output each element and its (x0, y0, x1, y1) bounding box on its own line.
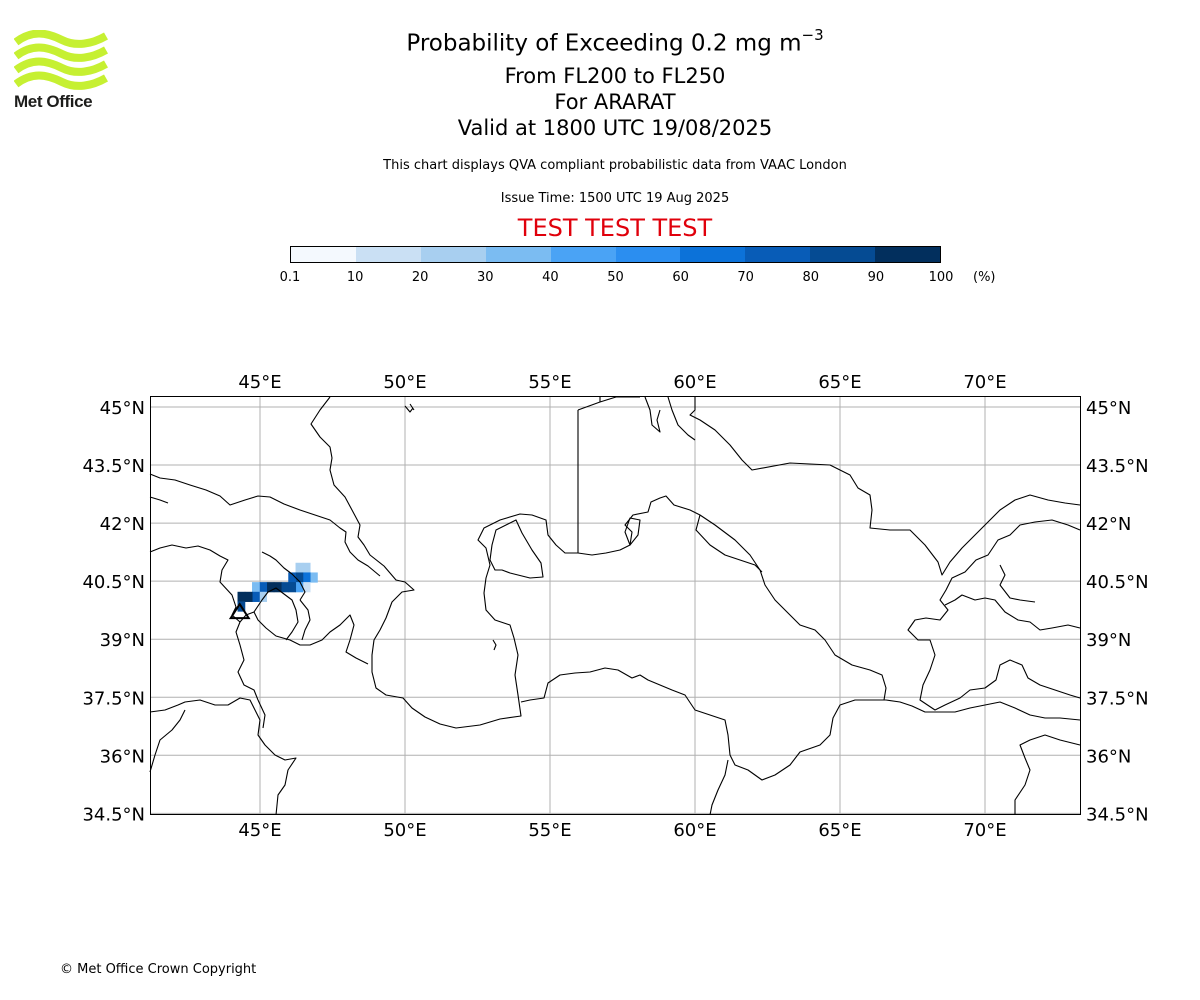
right-latitude-label: 40.5°N (1086, 572, 1149, 593)
ash-probability-cell (288, 582, 297, 593)
left-latitude-label: 39°N (100, 630, 145, 651)
right-latitude-label: 39°N (1086, 630, 1131, 651)
top-longitude-label: 65°E (818, 372, 861, 393)
right-latitude-label: 37.5°N (1086, 688, 1149, 709)
bottom-longitude-label: 45°E (238, 820, 281, 841)
colorbar-tick-label: 90 (867, 270, 885, 285)
right-latitude-label: 36°N (1086, 746, 1131, 767)
ash-probability-cell (259, 591, 268, 602)
probability-colorbar (290, 246, 941, 263)
colorbar-tick-label: 0.1 (279, 270, 301, 285)
met-office-logo-waves-icon (14, 30, 108, 90)
colorbar-tick-label: 30 (477, 270, 494, 285)
logo-wave (14, 30, 108, 48)
ash-probability-cell (302, 562, 311, 573)
bottom-longitude-label: 70°E (963, 820, 1006, 841)
ash-probability-cell (252, 582, 260, 593)
colorbar-segment (420, 247, 486, 262)
volcano-name: For ARARAT (554, 90, 676, 114)
top-longitude-label: 45°E (238, 372, 281, 393)
ash-probability-cell (252, 591, 260, 602)
ash-probability-cell (302, 582, 311, 593)
left-latitude-label: 36°N (100, 746, 145, 767)
ash-probability-cell (273, 582, 282, 593)
volcano-marker-icon (228, 602, 251, 620)
ash-probability-cell (310, 572, 318, 583)
ash-probability-cell (288, 572, 297, 583)
caspian-coastline (310, 396, 763, 729)
caucasus-border (149, 473, 381, 577)
right-latitude-label: 34.5°N (1086, 804, 1149, 825)
ash-probability-cell (295, 582, 304, 593)
copyright-notice: © Met Office Crown Copyright (60, 962, 257, 977)
logo-wave (14, 43, 108, 62)
colorbar-segment (291, 247, 356, 262)
ash-probability-cell (281, 582, 289, 593)
left-latitude-label: 37.5°N (82, 688, 145, 709)
colorbar-segment (550, 247, 616, 262)
colorbar-tick-label: 100 (928, 270, 954, 285)
test-banner: TEST TEST TEST (517, 214, 713, 242)
bottom-longitude-label: 60°E (673, 820, 716, 841)
met-office-logo-text: Met Office (14, 92, 93, 111)
colorbar-segment (615, 247, 681, 262)
logo-wave (14, 71, 108, 90)
bottom-longitude-label: 50°E (383, 820, 426, 841)
ash-probability-cell (266, 582, 275, 593)
ash-probability-cell (259, 582, 268, 593)
colorbar-tick-label: 50 (607, 270, 624, 285)
right-latitude-label: 45°N (1086, 398, 1131, 419)
colorbar-segment (875, 247, 941, 262)
colorbar-segment (355, 247, 421, 262)
colorbar-tick-label: 70 (737, 270, 754, 285)
chart-title: Probability of Exceeding 0.2 mg m−3 (0, 26, 1200, 57)
top-longitude-label: 70°E (963, 372, 1006, 393)
top-longitude-label: 60°E (673, 372, 716, 393)
issue-time: Issue Time: 1500 UTC 19 Aug 2025 (500, 191, 730, 206)
colorbar-tick-label: 60 (672, 270, 689, 285)
chart-title-exponent: −3 (801, 26, 824, 44)
ash-probability-cell (237, 591, 246, 602)
right-latitude-label: 43.5°N (1086, 456, 1149, 477)
map-frame (150, 396, 1081, 815)
qva-disclaimer: This chart displays QVA compliant probab… (383, 158, 847, 173)
colorbar-tick-label: 10 (346, 270, 364, 285)
ash-probability-cell (302, 572, 311, 583)
colorbar-segment (680, 247, 746, 262)
bottom-longitude-label: 65°E (818, 820, 861, 841)
valid-time: Valid at 1800 UTC 19/08/2025 (457, 116, 773, 140)
ash-probability-cell (244, 591, 253, 602)
colorbar-tick-label: 20 (411, 270, 429, 285)
ash-probability-cell (295, 562, 304, 573)
colorbar-tick-label: 40 (542, 270, 559, 285)
colorbar-segment (485, 247, 551, 262)
colorbar-tick-label: 80 (802, 270, 820, 285)
bottom-longitude-label: 55°E (528, 820, 571, 841)
left-latitude-label: 40.5°N (82, 572, 145, 593)
colorbar-unit: (%) (973, 270, 996, 285)
ash-probability-cell (295, 572, 304, 583)
top-longitude-label: 50°E (383, 372, 426, 393)
top-longitude-label: 55°E (528, 372, 571, 393)
chart-title-text: Probability of Exceeding 0.2 mg m (406, 30, 802, 57)
left-latitude-label: 34.5°N (82, 804, 145, 825)
colorbar-segment (810, 247, 876, 262)
left-latitude-label: 45°N (100, 398, 145, 419)
left-latitude-label: 42°N (100, 514, 145, 535)
flight-level-range: From FL200 to FL250 (504, 64, 726, 88)
left-latitude-label: 43.5°N (82, 456, 145, 477)
logo-wave (14, 57, 108, 76)
right-latitude-label: 42°N (1086, 514, 1131, 535)
colorbar-segment (745, 247, 811, 262)
